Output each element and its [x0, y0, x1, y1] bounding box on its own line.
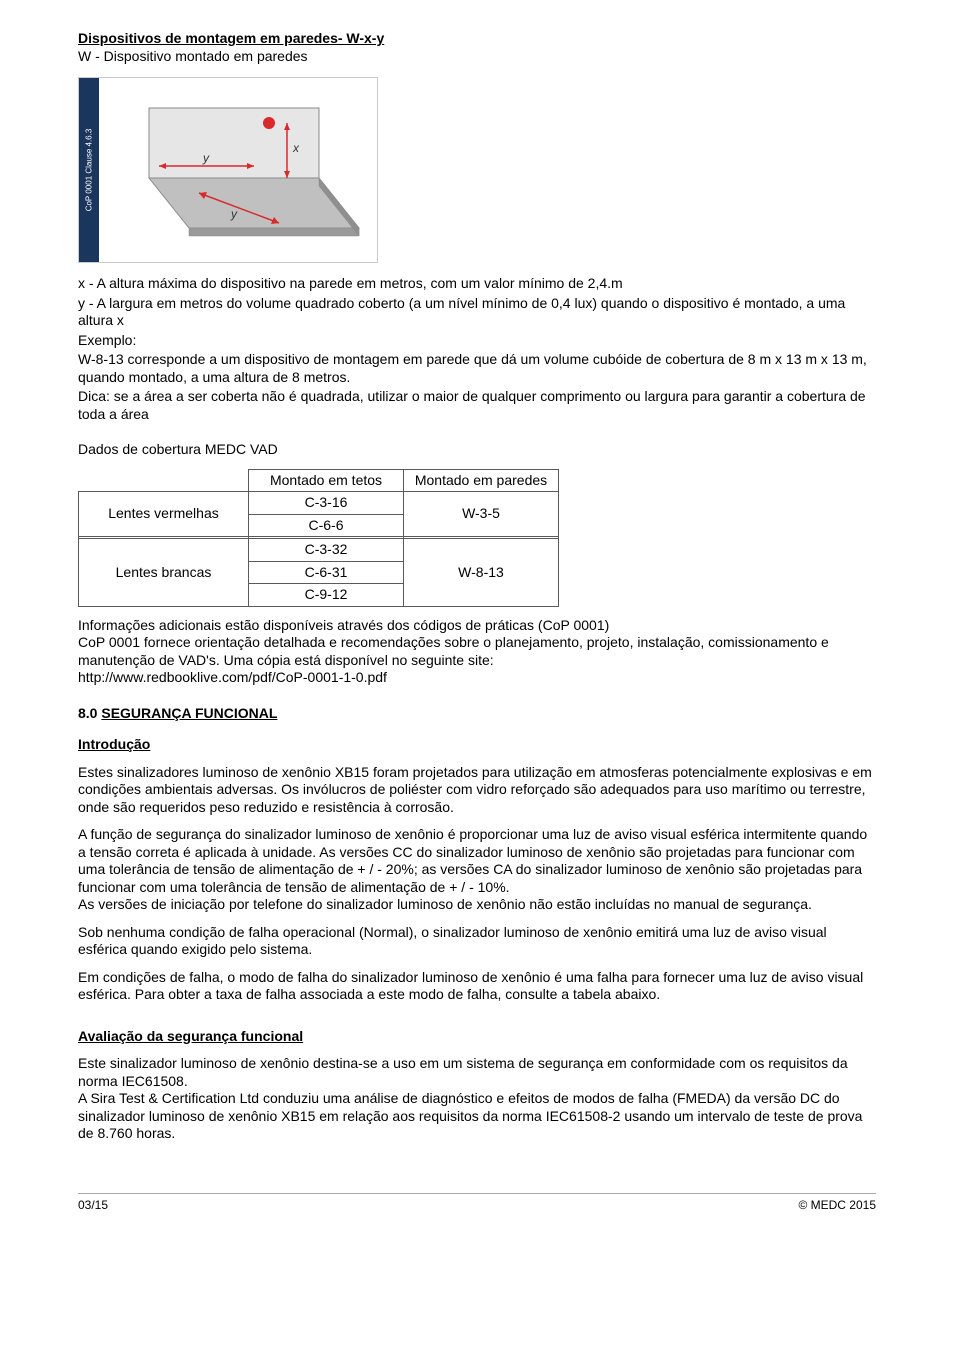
diagram-container: CoP 0001 Clause 4.6.3 x y: [78, 77, 378, 263]
footer-right: © MEDC 2015: [798, 1198, 876, 1213]
svg-text:x: x: [292, 141, 300, 155]
assessment-label: Avaliação da segurança funcional: [78, 1028, 303, 1046]
example-label: Exemplo:: [78, 332, 876, 350]
table-row2-c1: C-3-32: [249, 539, 404, 562]
info-p2: CoP 0001 fornece orientação detalhada e …: [78, 634, 876, 669]
example-text: W-8-13 corresponde a um dispositivo de m…: [78, 351, 876, 386]
diagram-sidebar-label: CoP 0001 Clause 4.6.3: [84, 129, 94, 212]
svg-text:y: y: [230, 207, 238, 221]
intro-label: Introdução: [78, 736, 150, 754]
heading-subtitle: W - Dispositivo montado em paredes: [78, 48, 308, 64]
diagram-svg: x y y: [99, 78, 377, 262]
info-url: http://www.redbooklive.com/pdf/CoP-0001-…: [78, 669, 876, 687]
section-8-title-text: SEGURANÇA FUNCIONAL: [101, 705, 277, 721]
svg-text:y: y: [202, 151, 210, 165]
definitions-block: x - A altura máxima do dispositivo na pa…: [78, 275, 876, 423]
diagram-sidebar: CoP 0001 Clause 4.6.3: [79, 78, 99, 262]
page-footer: 03/15 © MEDC 2015: [78, 1193, 876, 1213]
section-heading: Dispositivos de montagem em paredes- W-x…: [78, 30, 876, 65]
y-definition: y - A largura em metros do volume quadra…: [78, 295, 876, 330]
table-header-ceiling: Montado em tetos: [249, 469, 404, 492]
footer-left: 03/15: [78, 1198, 108, 1213]
section-8-number: 8.0: [78, 705, 101, 721]
heading-title: Dispositivos de montagem em paredes- W-x…: [78, 30, 384, 46]
data-heading: Dados de cobertura MEDC VAD: [78, 441, 876, 459]
table-row1-w: W-3-5: [404, 492, 559, 537]
section8-p2: A função de segurança do sinalizador lum…: [78, 826, 876, 896]
coverage-table: Montado em tetos Montado em paredes Lent…: [78, 469, 559, 607]
section8-p1: Estes sinalizadores luminoso de xenônio …: [78, 764, 876, 817]
section8-p3: As versões de iniciação por telefone do …: [78, 896, 876, 914]
section8-p5: Em condições de falha, o modo de falha d…: [78, 969, 876, 1004]
section8-p6: Este sinalizador luminoso de xenônio des…: [78, 1055, 876, 1090]
table-row2-c3: C-9-12: [249, 584, 404, 607]
tip-text: Dica: se a área a ser coberta não é quad…: [78, 388, 876, 423]
x-definition: x - A altura máxima do dispositivo na pa…: [78, 275, 876, 293]
table-row2-label: Lentes brancas: [79, 539, 249, 607]
diagram-canvas: x y y: [99, 78, 377, 262]
section-8-title: 8.0 SEGURANÇA FUNCIONAL: [78, 705, 876, 723]
table-row1-c2: C-6-6: [249, 514, 404, 537]
table-row2-c2: C-6-31: [249, 561, 404, 584]
table-header-wall: Montado em paredes: [404, 469, 559, 492]
section8-p4: Sob nenhuma condição de falha operaciona…: [78, 924, 876, 959]
info-p1: Informações adicionais estão disponíveis…: [78, 617, 876, 635]
table-row1-c1: C-3-16: [249, 492, 404, 515]
table-row2-w: W-8-13: [404, 539, 559, 607]
section8-p7: A Sira Test & Certification Ltd conduziu…: [78, 1090, 876, 1143]
info-block: Informações adicionais estão disponíveis…: [78, 617, 876, 687]
table-row1-label: Lentes vermelhas: [79, 492, 249, 537]
